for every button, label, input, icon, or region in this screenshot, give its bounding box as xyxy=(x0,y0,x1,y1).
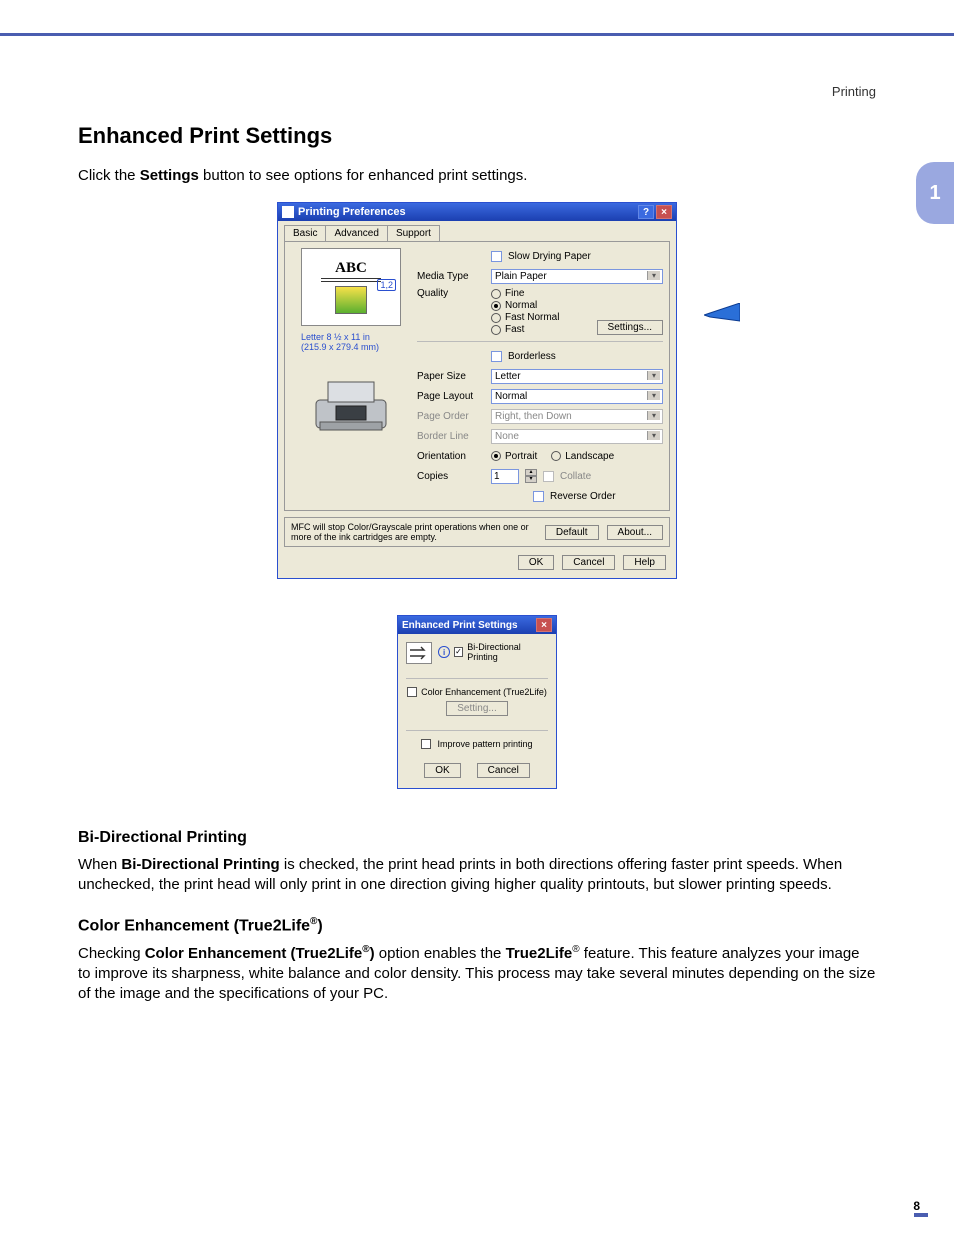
about-button[interactable]: About... xyxy=(607,525,663,540)
color-enh-section: Color Enhancement (True2Life) Setting... xyxy=(406,678,548,716)
help-button-bottom[interactable]: Help xyxy=(623,555,666,570)
quality-fast-normal[interactable]: Fast Normal xyxy=(491,312,591,323)
tab-body: ABC 1,2 Letter 8 ½ x 11 in (215.9 x 279.… xyxy=(284,241,670,511)
color-enh-setting-button: Setting... xyxy=(446,701,507,716)
borderless-checkbox[interactable] xyxy=(491,351,502,362)
page-preview: ABC 1,2 xyxy=(301,248,401,326)
preview-badge: 1,2 xyxy=(377,279,396,291)
printing-preferences-dialog: Printing Preferences ? × Basic Advanced … xyxy=(277,202,677,579)
top-bar xyxy=(0,0,954,36)
page-title: Enhanced Print Settings xyxy=(78,123,876,149)
copies-input[interactable]: 1 xyxy=(491,469,519,484)
settings-button[interactable]: Settings... xyxy=(597,320,663,335)
tab-strip: Basic Advanced Support xyxy=(278,221,676,241)
breadcrumb: Printing xyxy=(78,84,876,99)
bidi-label: Bi-Directional Printing xyxy=(467,642,548,662)
printer-image xyxy=(301,368,401,440)
preview-abc: ABC xyxy=(335,260,367,277)
tab-advanced[interactable]: Advanced xyxy=(325,225,387,241)
media-type-select[interactable]: Plain Paper xyxy=(491,269,663,284)
orientation-portrait[interactable]: Portrait xyxy=(491,451,537,462)
paper-dimensions: Letter 8 ½ x 11 in (215.9 x 279.4 mm) xyxy=(301,332,401,352)
page-layout-select[interactable]: Normal xyxy=(491,389,663,404)
dialog2-buttons: OK Cancel xyxy=(398,757,556,788)
quality-normal[interactable]: Normal xyxy=(491,300,591,311)
page-number-bar xyxy=(914,1213,928,1217)
copies-up[interactable]: ▴ xyxy=(525,469,537,476)
slow-drying-label: Slow Drying Paper xyxy=(508,251,591,262)
info-icon: i xyxy=(438,646,449,658)
color-enh-paragraph: Checking Color Enhancement (True2Life®) … xyxy=(78,943,876,1005)
help-button[interactable]: ? xyxy=(638,205,654,219)
settings-column: Slow Drying Paper Media Type Plain Paper… xyxy=(417,248,663,504)
app-icon xyxy=(282,206,294,218)
improve-checkbox[interactable] xyxy=(421,739,431,749)
improve-label: Improve pattern printing xyxy=(437,739,532,749)
orientation-landscape[interactable]: Landscape xyxy=(551,451,614,462)
quality-label: Quality xyxy=(417,288,485,299)
page-number: 8 xyxy=(913,1199,920,1213)
ok-button2[interactable]: OK xyxy=(424,763,460,778)
color-enh-heading: Color Enhancement (True2Life®) xyxy=(78,916,876,935)
close-button2[interactable]: × xyxy=(536,618,552,632)
reverse-label: Reverse Order xyxy=(550,491,616,502)
bidi-checkbox[interactable] xyxy=(454,647,463,657)
copies-down[interactable]: ▾ xyxy=(525,476,537,483)
improve-section: Improve pattern printing xyxy=(406,730,548,749)
default-button[interactable]: Default xyxy=(545,525,599,540)
paper-size-select[interactable]: Letter xyxy=(491,369,663,384)
tab-support[interactable]: Support xyxy=(387,225,440,241)
quality-fast[interactable]: Fast xyxy=(491,324,591,335)
color-enh-checkbox[interactable] xyxy=(407,687,417,697)
close-button[interactable]: × xyxy=(656,205,672,219)
intro-pre: Click the xyxy=(78,167,140,184)
copies-label: Copies xyxy=(417,471,485,482)
media-type-label: Media Type xyxy=(417,271,485,282)
bidi-section: i Bi-Directional Printing xyxy=(406,642,548,664)
bidi-heading: Bi-Directional Printing xyxy=(78,829,876,847)
orientation-label: Orientation xyxy=(417,451,485,462)
bidi-paragraph: When Bi-Directional Printing is checked,… xyxy=(78,855,876,896)
dim-line2: (215.9 x 279.4 mm) xyxy=(301,342,401,352)
intro-text: Click the Settings button to see options… xyxy=(78,167,876,184)
border-line-label: Border Line xyxy=(417,431,485,442)
preview-column: ABC 1,2 Letter 8 ½ x 11 in (215.9 x 279.… xyxy=(291,248,411,504)
status-bar: MFC will stop Color/Grayscale print oper… xyxy=(284,517,670,547)
dialog-title: Printing Preferences xyxy=(298,206,406,218)
preview-thumb xyxy=(335,286,367,314)
enhanced-print-settings-dialog: Enhanced Print Settings × i Bi-Direction… xyxy=(397,615,557,789)
page-order-label: Page Order xyxy=(417,411,485,422)
dialog-buttons: OK Cancel Help xyxy=(278,547,676,578)
quality-radios: Fine Normal Fast Normal Fast xyxy=(491,288,591,335)
slow-drying-checkbox[interactable] xyxy=(491,251,502,262)
page-layout-label: Page Layout xyxy=(417,391,485,402)
titlebar: Printing Preferences ? × xyxy=(278,203,676,221)
reverse-checkbox[interactable] xyxy=(533,491,544,502)
intro-post: button to see options for enhanced print… xyxy=(199,167,528,184)
dim-line1: Letter 8 ½ x 11 in xyxy=(301,332,401,342)
page-content: Printing Enhanced Print Settings Click t… xyxy=(0,36,954,1005)
tab-basic[interactable]: Basic xyxy=(284,225,326,241)
paper-size-label: Paper Size xyxy=(417,371,485,382)
bidi-icon xyxy=(406,642,432,664)
collate-label: Collate xyxy=(560,471,591,482)
ok-button[interactable]: OK xyxy=(518,555,554,570)
dialog2-title: Enhanced Print Settings xyxy=(402,620,518,631)
cancel-button[interactable]: Cancel xyxy=(562,555,615,570)
status-text: MFC will stop Color/Grayscale print oper… xyxy=(291,522,537,542)
collate-checkbox xyxy=(543,471,554,482)
quality-fine[interactable]: Fine xyxy=(491,288,591,299)
cancel-button2[interactable]: Cancel xyxy=(477,763,530,778)
titlebar2: Enhanced Print Settings × xyxy=(398,616,556,634)
color-enh-label: Color Enhancement (True2Life) xyxy=(421,687,547,697)
page-order-select: Right, then Down xyxy=(491,409,663,424)
border-line-select: None xyxy=(491,429,663,444)
intro-bold: Settings xyxy=(140,167,199,184)
borderless-label: Borderless xyxy=(508,351,556,362)
